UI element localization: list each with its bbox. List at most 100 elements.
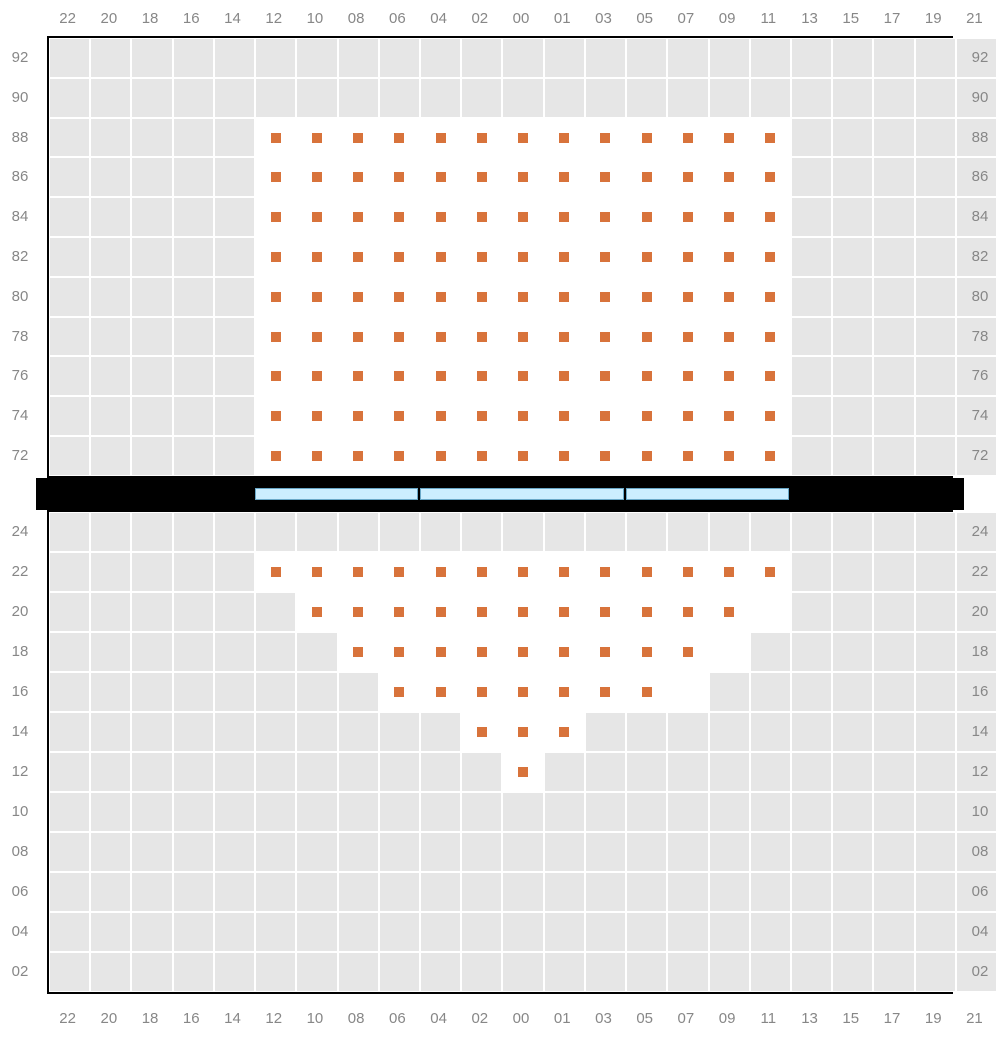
- seat-marker[interactable]: [600, 607, 610, 617]
- seat-marker[interactable]: [724, 411, 734, 421]
- seat-marker[interactable]: [683, 647, 693, 657]
- seat-marker[interactable]: [600, 451, 610, 461]
- seat-marker[interactable]: [436, 687, 446, 697]
- seat-marker[interactable]: [271, 451, 281, 461]
- seat-marker[interactable]: [436, 292, 446, 302]
- seat-marker[interactable]: [559, 292, 569, 302]
- seat-marker[interactable]: [394, 172, 404, 182]
- seat-marker[interactable]: [436, 332, 446, 342]
- seat-marker[interactable]: [518, 133, 528, 143]
- seat-marker[interactable]: [559, 252, 569, 262]
- seat-marker[interactable]: [353, 411, 363, 421]
- seat-marker[interactable]: [724, 172, 734, 182]
- seat-marker[interactable]: [765, 172, 775, 182]
- seat-marker[interactable]: [724, 567, 734, 577]
- seat-marker[interactable]: [518, 607, 528, 617]
- seat-marker[interactable]: [683, 607, 693, 617]
- seat-marker[interactable]: [765, 212, 775, 222]
- seat-marker[interactable]: [312, 371, 322, 381]
- seat-marker[interactable]: [642, 451, 652, 461]
- seat-marker[interactable]: [394, 607, 404, 617]
- seat-marker[interactable]: [683, 411, 693, 421]
- seat-marker[interactable]: [312, 133, 322, 143]
- seat-marker[interactable]: [477, 451, 487, 461]
- seat-marker[interactable]: [353, 172, 363, 182]
- seat-marker[interactable]: [765, 411, 775, 421]
- seat-marker[interactable]: [559, 451, 569, 461]
- seat-cell[interactable]: [750, 592, 791, 632]
- seat-marker[interactable]: [312, 411, 322, 421]
- seat-marker[interactable]: [724, 371, 734, 381]
- seat-marker[interactable]: [394, 411, 404, 421]
- seat-marker[interactable]: [436, 172, 446, 182]
- seat-marker[interactable]: [271, 292, 281, 302]
- seat-marker[interactable]: [436, 411, 446, 421]
- seat-marker[interactable]: [518, 687, 528, 697]
- seat-marker[interactable]: [642, 607, 652, 617]
- seat-marker[interactable]: [312, 172, 322, 182]
- seat-marker[interactable]: [724, 292, 734, 302]
- seat-marker[interactable]: [271, 133, 281, 143]
- seat-marker[interactable]: [518, 567, 528, 577]
- seat-marker[interactable]: [559, 567, 569, 577]
- seat-marker[interactable]: [600, 212, 610, 222]
- seat-marker[interactable]: [353, 292, 363, 302]
- seat-marker[interactable]: [559, 332, 569, 342]
- seat-marker[interactable]: [477, 133, 487, 143]
- seat-marker[interactable]: [559, 727, 569, 737]
- seat-marker[interactable]: [394, 292, 404, 302]
- seat-marker[interactable]: [683, 292, 693, 302]
- seat-marker[interactable]: [559, 133, 569, 143]
- seat-marker[interactable]: [683, 212, 693, 222]
- seat-marker[interactable]: [477, 411, 487, 421]
- seat-marker[interactable]: [353, 607, 363, 617]
- seat-marker[interactable]: [312, 292, 322, 302]
- seat-marker[interactable]: [600, 411, 610, 421]
- seat-marker[interactable]: [642, 687, 652, 697]
- seat-marker[interactable]: [436, 371, 446, 381]
- seat-marker[interactable]: [477, 292, 487, 302]
- seat-marker[interactable]: [518, 371, 528, 381]
- seat-marker[interactable]: [477, 687, 487, 697]
- seat-marker[interactable]: [436, 252, 446, 262]
- seat-marker[interactable]: [600, 371, 610, 381]
- seat-marker[interactable]: [600, 133, 610, 143]
- seat-marker[interactable]: [559, 647, 569, 657]
- seat-marker[interactable]: [477, 212, 487, 222]
- seat-marker[interactable]: [683, 133, 693, 143]
- seat-marker[interactable]: [477, 252, 487, 262]
- seat-marker[interactable]: [477, 727, 487, 737]
- seat-marker[interactable]: [353, 252, 363, 262]
- seat-marker[interactable]: [518, 252, 528, 262]
- seat-marker[interactable]: [765, 567, 775, 577]
- seat-marker[interactable]: [642, 332, 652, 342]
- seat-marker[interactable]: [683, 252, 693, 262]
- seat-marker[interactable]: [436, 567, 446, 577]
- seat-marker[interactable]: [559, 687, 569, 697]
- seat-marker[interactable]: [642, 647, 652, 657]
- seat-marker[interactable]: [312, 451, 322, 461]
- seat-marker[interactable]: [271, 332, 281, 342]
- seat-marker[interactable]: [600, 252, 610, 262]
- seat-marker[interactable]: [724, 133, 734, 143]
- seat-marker[interactable]: [394, 212, 404, 222]
- seat-marker[interactable]: [683, 172, 693, 182]
- seat-marker[interactable]: [477, 567, 487, 577]
- seat-marker[interactable]: [642, 212, 652, 222]
- seat-marker[interactable]: [477, 647, 487, 657]
- seat-marker[interactable]: [765, 371, 775, 381]
- seat-marker[interactable]: [559, 411, 569, 421]
- seat-marker[interactable]: [312, 567, 322, 577]
- seat-marker[interactable]: [600, 292, 610, 302]
- seat-marker[interactable]: [683, 567, 693, 577]
- seat-marker[interactable]: [559, 371, 569, 381]
- seat-marker[interactable]: [518, 172, 528, 182]
- seat-marker[interactable]: [271, 371, 281, 381]
- seat-marker[interactable]: [394, 687, 404, 697]
- seat-marker[interactable]: [518, 212, 528, 222]
- seat-marker[interactable]: [518, 647, 528, 657]
- seat-marker[interactable]: [271, 212, 281, 222]
- seat-marker[interactable]: [683, 371, 693, 381]
- seat-marker[interactable]: [765, 451, 775, 461]
- seat-marker[interactable]: [271, 172, 281, 182]
